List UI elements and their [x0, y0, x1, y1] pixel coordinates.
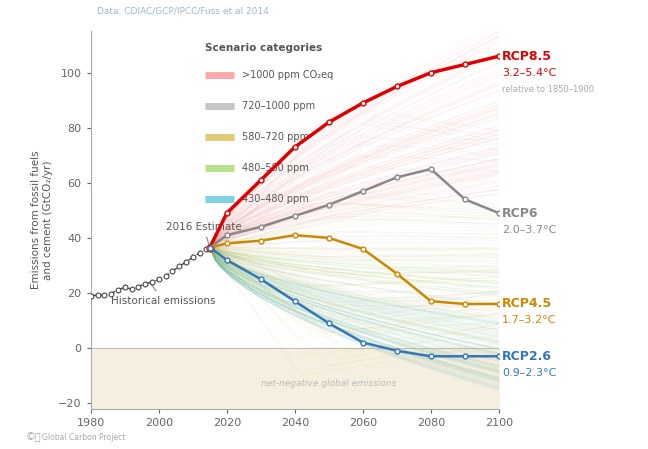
Text: ©ⓘ: ©ⓘ	[26, 432, 41, 442]
Text: 1.7–3.2°C: 1.7–3.2°C	[502, 316, 557, 326]
Text: relative to 1850–1900: relative to 1850–1900	[502, 85, 594, 94]
Text: 430–480 ppm: 430–480 ppm	[242, 194, 308, 203]
Text: 0.9–2.3°C: 0.9–2.3°C	[502, 368, 557, 378]
Text: Data: CDIAC/GCP/IPCC/Fuss et al 2014: Data: CDIAC/GCP/IPCC/Fuss et al 2014	[97, 7, 269, 16]
Text: >1000 ppm CO₂eq: >1000 ppm CO₂eq	[242, 70, 333, 80]
Text: RCP4.5: RCP4.5	[502, 298, 552, 310]
Text: RCP2.6: RCP2.6	[502, 350, 552, 363]
Text: 580–720 ppm: 580–720 ppm	[242, 132, 309, 141]
Text: 480–580 ppm: 480–580 ppm	[242, 163, 308, 172]
Text: Historical emissions: Historical emissions	[111, 283, 216, 306]
Text: net-negative global emissions: net-negative global emissions	[261, 379, 397, 388]
Text: 720–1000 ppm: 720–1000 ppm	[242, 101, 315, 111]
Text: 3.2–5.4°C: 3.2–5.4°C	[502, 68, 557, 78]
Text: RCP8.5: RCP8.5	[502, 50, 552, 63]
Text: 2016 Estimate: 2016 Estimate	[166, 222, 241, 245]
Text: 2.0–3.7°C: 2.0–3.7°C	[502, 224, 557, 235]
Text: RCP6: RCP6	[502, 207, 538, 220]
Text: Scenario categories: Scenario categories	[205, 43, 322, 53]
Y-axis label: Emissions from fossil fuels
and cement (GtCO₂/yr): Emissions from fossil fuels and cement (…	[31, 151, 52, 289]
Text: Global Carbon Project: Global Carbon Project	[42, 433, 126, 442]
